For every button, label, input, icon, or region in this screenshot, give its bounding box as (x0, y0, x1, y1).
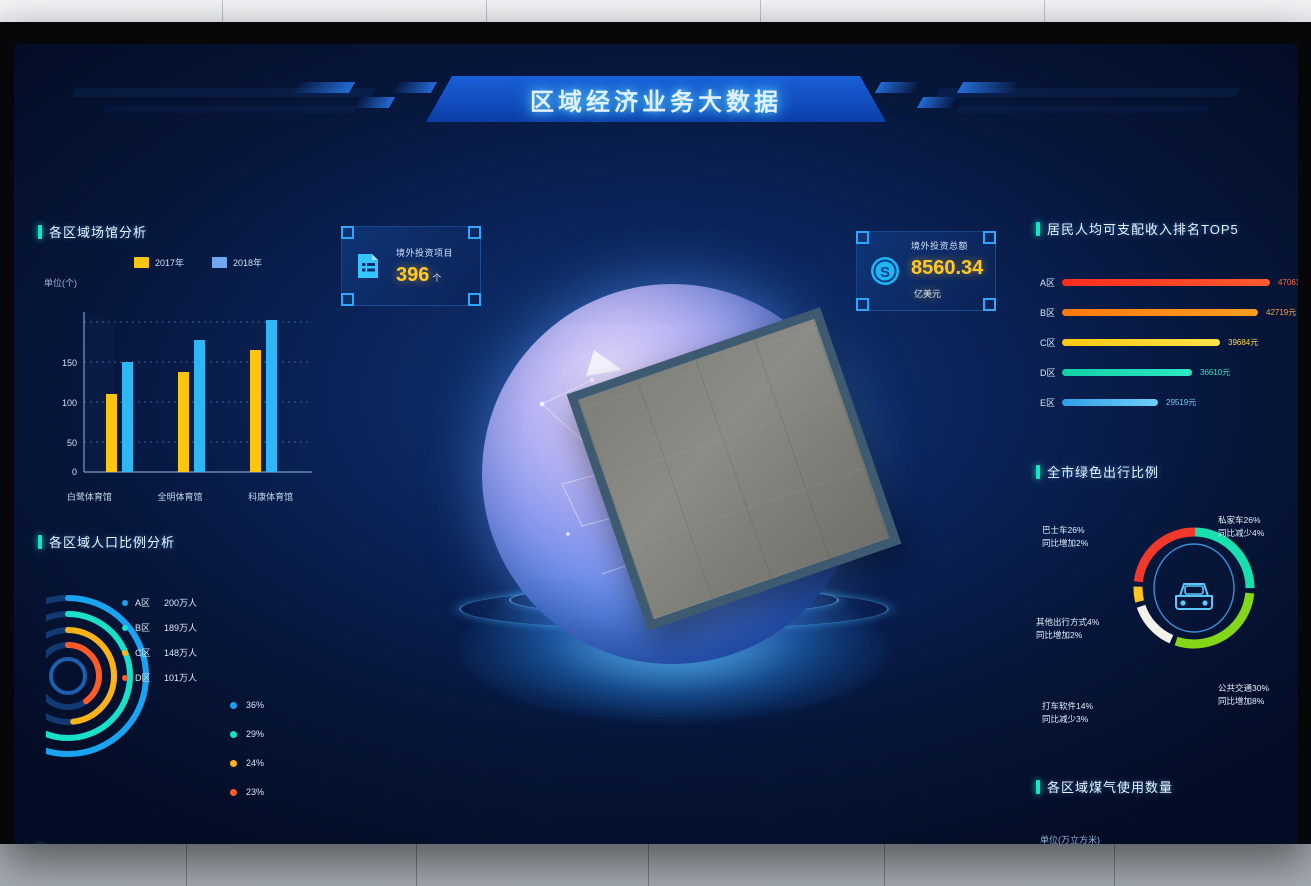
panel-income-top5: 居民人均可支配收入排名TOP5 A区 47061元 B区 42719元 C区 3… (1036, 219, 1298, 419)
legend-dot-icon (230, 759, 237, 767)
income-bar (1062, 338, 1220, 346)
income-row-e: E区 29519元 (1040, 397, 1197, 408)
legend-swatch (212, 257, 228, 268)
panel-title-venue: 各区域场馆分析 (38, 222, 324, 241)
title-tick-icon (1036, 221, 1040, 236)
title-tick-icon (38, 224, 42, 239)
panel-title-population: 各区域人口比例分析 (38, 532, 324, 551)
panel-gas-usage: 各区域煤气使用数量 单位(万立方米) (1036, 777, 1298, 844)
svg-text:100: 100 (62, 398, 77, 408)
venue-x-axis-labels: 白鹭体育馆 全明体育馆 科康体育馆 (44, 490, 316, 503)
population-dot-icon (122, 649, 128, 656)
stat-label: 境外投资总额 (911, 241, 969, 251)
dashboard-header: 区域经济业务大数据 (292, 76, 1020, 122)
income-bar (1062, 368, 1192, 376)
x-label-0: 白鹭体育馆 (66, 492, 112, 502)
stat-card-overseas-projects[interactable]: 境外投资项目 396 个 (341, 226, 481, 306)
legend-row-c[interactable]: 24% (230, 758, 264, 768)
panel-title-income: 居民人均可支配收入排名TOP5 (1036, 219, 1298, 238)
green-annotation-bus: 巴士车26% 同比增加2% (1042, 525, 1089, 549)
stat-card-overseas-amount[interactable]: S 境外投资总额 8560.34亿美元 (856, 231, 996, 311)
income-row-d: D区 36610元 (1040, 367, 1231, 378)
central-globe-visual (444, 272, 904, 742)
svg-text:S: S (880, 264, 890, 281)
green-annotation-public-transit: 公共交通30% 同比增加8% (1218, 683, 1270, 707)
income-bar (1062, 398, 1158, 406)
title-wing-right (874, 82, 1020, 110)
green-annotation-ride-hailing: 打车软件14% 同比减少3% (1042, 701, 1094, 725)
legend-row-b[interactable]: 29% (230, 729, 264, 739)
panel-title-green: 全市绿色出行比例 (1036, 462, 1298, 481)
green-annotation-other: 其他出行方式4% 同比增加2% (1036, 617, 1100, 641)
panel-population-analysis: 各区域人口比例分析 A区 200万人 B区 189万人 (38, 532, 324, 822)
svg-text:50: 50 (67, 438, 77, 448)
green-travel-donut (1133, 527, 1255, 649)
income-bar (1062, 308, 1258, 316)
panel-venue-analysis: 各区域场馆分析 2017年 2018年 单位(个) 150 100 (38, 222, 324, 512)
legend-row-a[interactable]: 36% (230, 700, 264, 710)
gas-axis-unit: 单位(万立方米) (1040, 835, 1100, 844)
stat-unit: 亿美元 (914, 289, 942, 299)
population-item-d: D区 101万人 (122, 671, 197, 684)
document-list-icon (354, 250, 386, 282)
income-row-a: A区 47061元 (1040, 277, 1298, 288)
dashboard-screen: 区域经济业务大数据 境外投资项目 396 个 (14, 44, 1298, 844)
income-row-c: C区 39684元 (1040, 337, 1259, 348)
svg-text:150: 150 (62, 358, 77, 368)
venue-bar-chart: 150 100 50 0 (62, 312, 312, 477)
dollar-coin-icon: S (869, 255, 901, 287)
panel-title-power: 各区域用电量及趋势 (38, 842, 358, 844)
population-legend: 36% 29% 24% 23% (230, 700, 264, 816)
title-tick-icon (1036, 779, 1040, 794)
venue-legend: 2017年 2018年 (134, 256, 262, 269)
car-icon (1175, 583, 1213, 610)
population-ring-chart (46, 595, 149, 757)
title-wing-left (292, 82, 438, 110)
population-item-a: A区 200万人 (122, 596, 197, 609)
x-label-2: 科康体育馆 (248, 492, 294, 502)
page-title: 区域经济业务大数据 (530, 88, 782, 116)
legend-row-d[interactable]: 23% (230, 787, 264, 797)
legend-dot-icon (230, 701, 237, 709)
x-label-1: 全明体育馆 (157, 492, 203, 502)
panel-power-usage: 各区域用电量及趋势 (38, 842, 358, 844)
population-dot-icon (122, 674, 128, 681)
population-dot-icon (122, 624, 128, 631)
legend-dot-icon (230, 788, 237, 796)
population-item-b: B区 189万人 (122, 621, 197, 634)
svg-text:0: 0 (72, 467, 77, 477)
panel-title-gas: 各区域煤气使用数量 (1036, 777, 1298, 796)
green-annotation-private-car: 私家车26% 同比减少4% (1218, 515, 1265, 539)
display-bezel: 区域经济业务大数据 境外投资项目 396 个 (0, 22, 1311, 844)
panel-green-travel: 全市绿色出行比例 私家车26% 同比减少4% (1036, 462, 1298, 752)
legend-item-2018[interactable]: 2018年 (212, 256, 262, 269)
globe-sphere (482, 284, 902, 664)
stat-label: 境外投资项目 (396, 247, 454, 258)
legend-item-2017[interactable]: 2017年 (134, 256, 184, 269)
title-tick-icon (38, 534, 42, 549)
income-row-b: B区 42719元 (1040, 307, 1297, 318)
venue-axis-unit: 单位(个) (44, 278, 77, 288)
population-item-c: C区 148万人 (122, 646, 197, 659)
stat-value: 396 个 (396, 263, 442, 286)
legend-swatch (134, 257, 149, 268)
title-tick-icon (1036, 464, 1040, 479)
income-bar (1062, 278, 1270, 286)
stat-unit: 个 (432, 272, 442, 283)
legend-dot-icon (230, 730, 237, 738)
population-dot-icon (122, 599, 128, 606)
title-banner: 区域经济业务大数据 (426, 76, 886, 122)
stat-value: 8560.34亿美元 (911, 257, 984, 299)
